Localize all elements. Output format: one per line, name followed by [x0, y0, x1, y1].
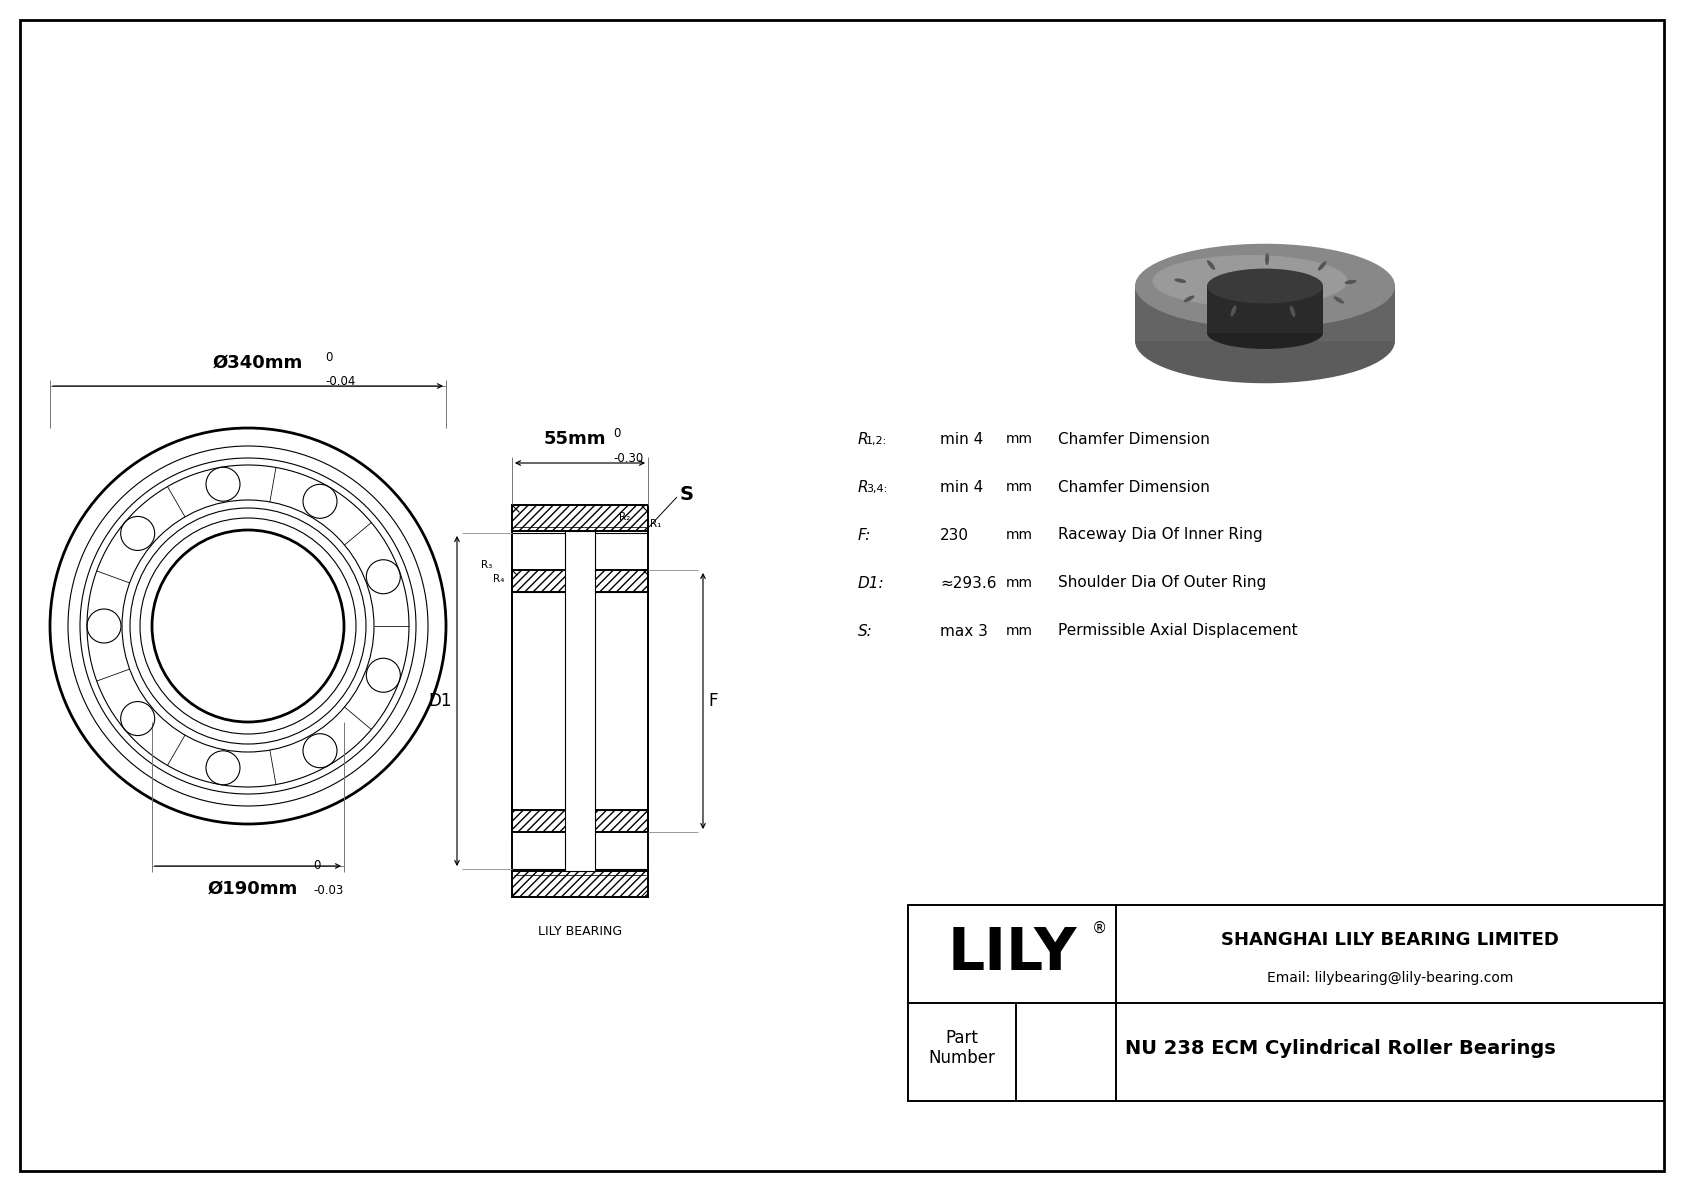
Text: mm: mm	[1005, 480, 1032, 494]
Text: ≈293.6: ≈293.6	[940, 575, 997, 591]
Bar	[512, 810, 648, 833]
Text: NU 238 ECM Cylindrical Roller Bearings: NU 238 ECM Cylindrical Roller Bearings	[1125, 1039, 1556, 1058]
Text: mm: mm	[1005, 624, 1032, 638]
Ellipse shape	[1265, 254, 1270, 266]
Text: 55mm: 55mm	[544, 430, 606, 448]
Ellipse shape	[1207, 269, 1324, 304]
Text: mm: mm	[1005, 576, 1032, 590]
Ellipse shape	[1184, 295, 1194, 303]
Text: R: R	[859, 431, 869, 447]
Text: mm: mm	[1005, 528, 1032, 542]
Text: D1: D1	[428, 692, 451, 710]
Text: R₁: R₁	[650, 519, 662, 529]
Text: -0.30: -0.30	[613, 453, 643, 464]
Text: Shoulder Dia Of Outer Ring: Shoulder Dia Of Outer Ring	[1058, 575, 1266, 591]
Text: ®: ®	[1091, 921, 1106, 935]
Text: S:: S:	[859, 624, 872, 638]
Ellipse shape	[1174, 279, 1186, 283]
Text: F: F	[707, 692, 717, 710]
Text: R₂: R₂	[618, 512, 630, 522]
Text: -0.03: -0.03	[313, 884, 344, 897]
Text: mm: mm	[1005, 432, 1032, 445]
Ellipse shape	[1290, 306, 1295, 317]
Ellipse shape	[1152, 255, 1347, 307]
Text: Raceway Dia Of Inner Ring: Raceway Dia Of Inner Ring	[1058, 528, 1263, 542]
Text: Ø190mm: Ø190mm	[207, 880, 298, 898]
Polygon shape	[1135, 286, 1394, 341]
Text: 1,2:: 1,2:	[866, 436, 887, 445]
Ellipse shape	[1207, 260, 1216, 270]
Text: 3,4:: 3,4:	[866, 484, 887, 494]
Bar	[512, 505, 648, 531]
Polygon shape	[1207, 286, 1324, 333]
Text: max 3: max 3	[940, 624, 989, 638]
Bar	[512, 570, 648, 592]
Text: 230: 230	[940, 528, 968, 542]
Ellipse shape	[1135, 244, 1394, 329]
Bar	[908, 905, 1664, 1100]
Ellipse shape	[1344, 280, 1356, 285]
Text: R₄: R₄	[493, 574, 504, 584]
Text: min 4: min 4	[940, 431, 983, 447]
Text: R₃: R₃	[480, 560, 492, 570]
Text: Chamfer Dimension: Chamfer Dimension	[1058, 431, 1209, 447]
Ellipse shape	[1334, 297, 1344, 304]
Text: S: S	[680, 486, 694, 505]
Bar	[512, 871, 648, 897]
Text: LILY BEARING: LILY BEARING	[537, 925, 621, 939]
Bar	[566, 531, 594, 871]
Text: Email: lilybearing@lily-bearing.com: Email: lilybearing@lily-bearing.com	[1266, 971, 1514, 985]
Text: 0: 0	[313, 859, 320, 872]
Text: 0: 0	[613, 428, 620, 439]
Text: -0.04: -0.04	[325, 375, 355, 388]
Ellipse shape	[1319, 261, 1327, 270]
Text: Ø340mm: Ø340mm	[212, 354, 303, 372]
Text: Part
Number: Part Number	[928, 1029, 995, 1067]
Ellipse shape	[1231, 305, 1236, 317]
Text: Chamfer Dimension: Chamfer Dimension	[1058, 480, 1209, 494]
Text: R: R	[859, 480, 869, 494]
Text: min 4: min 4	[940, 480, 983, 494]
Text: SHANGHAI LILY BEARING LIMITED: SHANGHAI LILY BEARING LIMITED	[1221, 931, 1559, 949]
Text: F:: F:	[859, 528, 871, 542]
Text: Permissible Axial Displacement: Permissible Axial Displacement	[1058, 624, 1298, 638]
Text: LILY: LILY	[948, 925, 1076, 983]
Text: D1:: D1:	[859, 575, 884, 591]
Ellipse shape	[1207, 317, 1324, 349]
Ellipse shape	[1135, 299, 1394, 384]
Text: 0: 0	[325, 351, 332, 364]
